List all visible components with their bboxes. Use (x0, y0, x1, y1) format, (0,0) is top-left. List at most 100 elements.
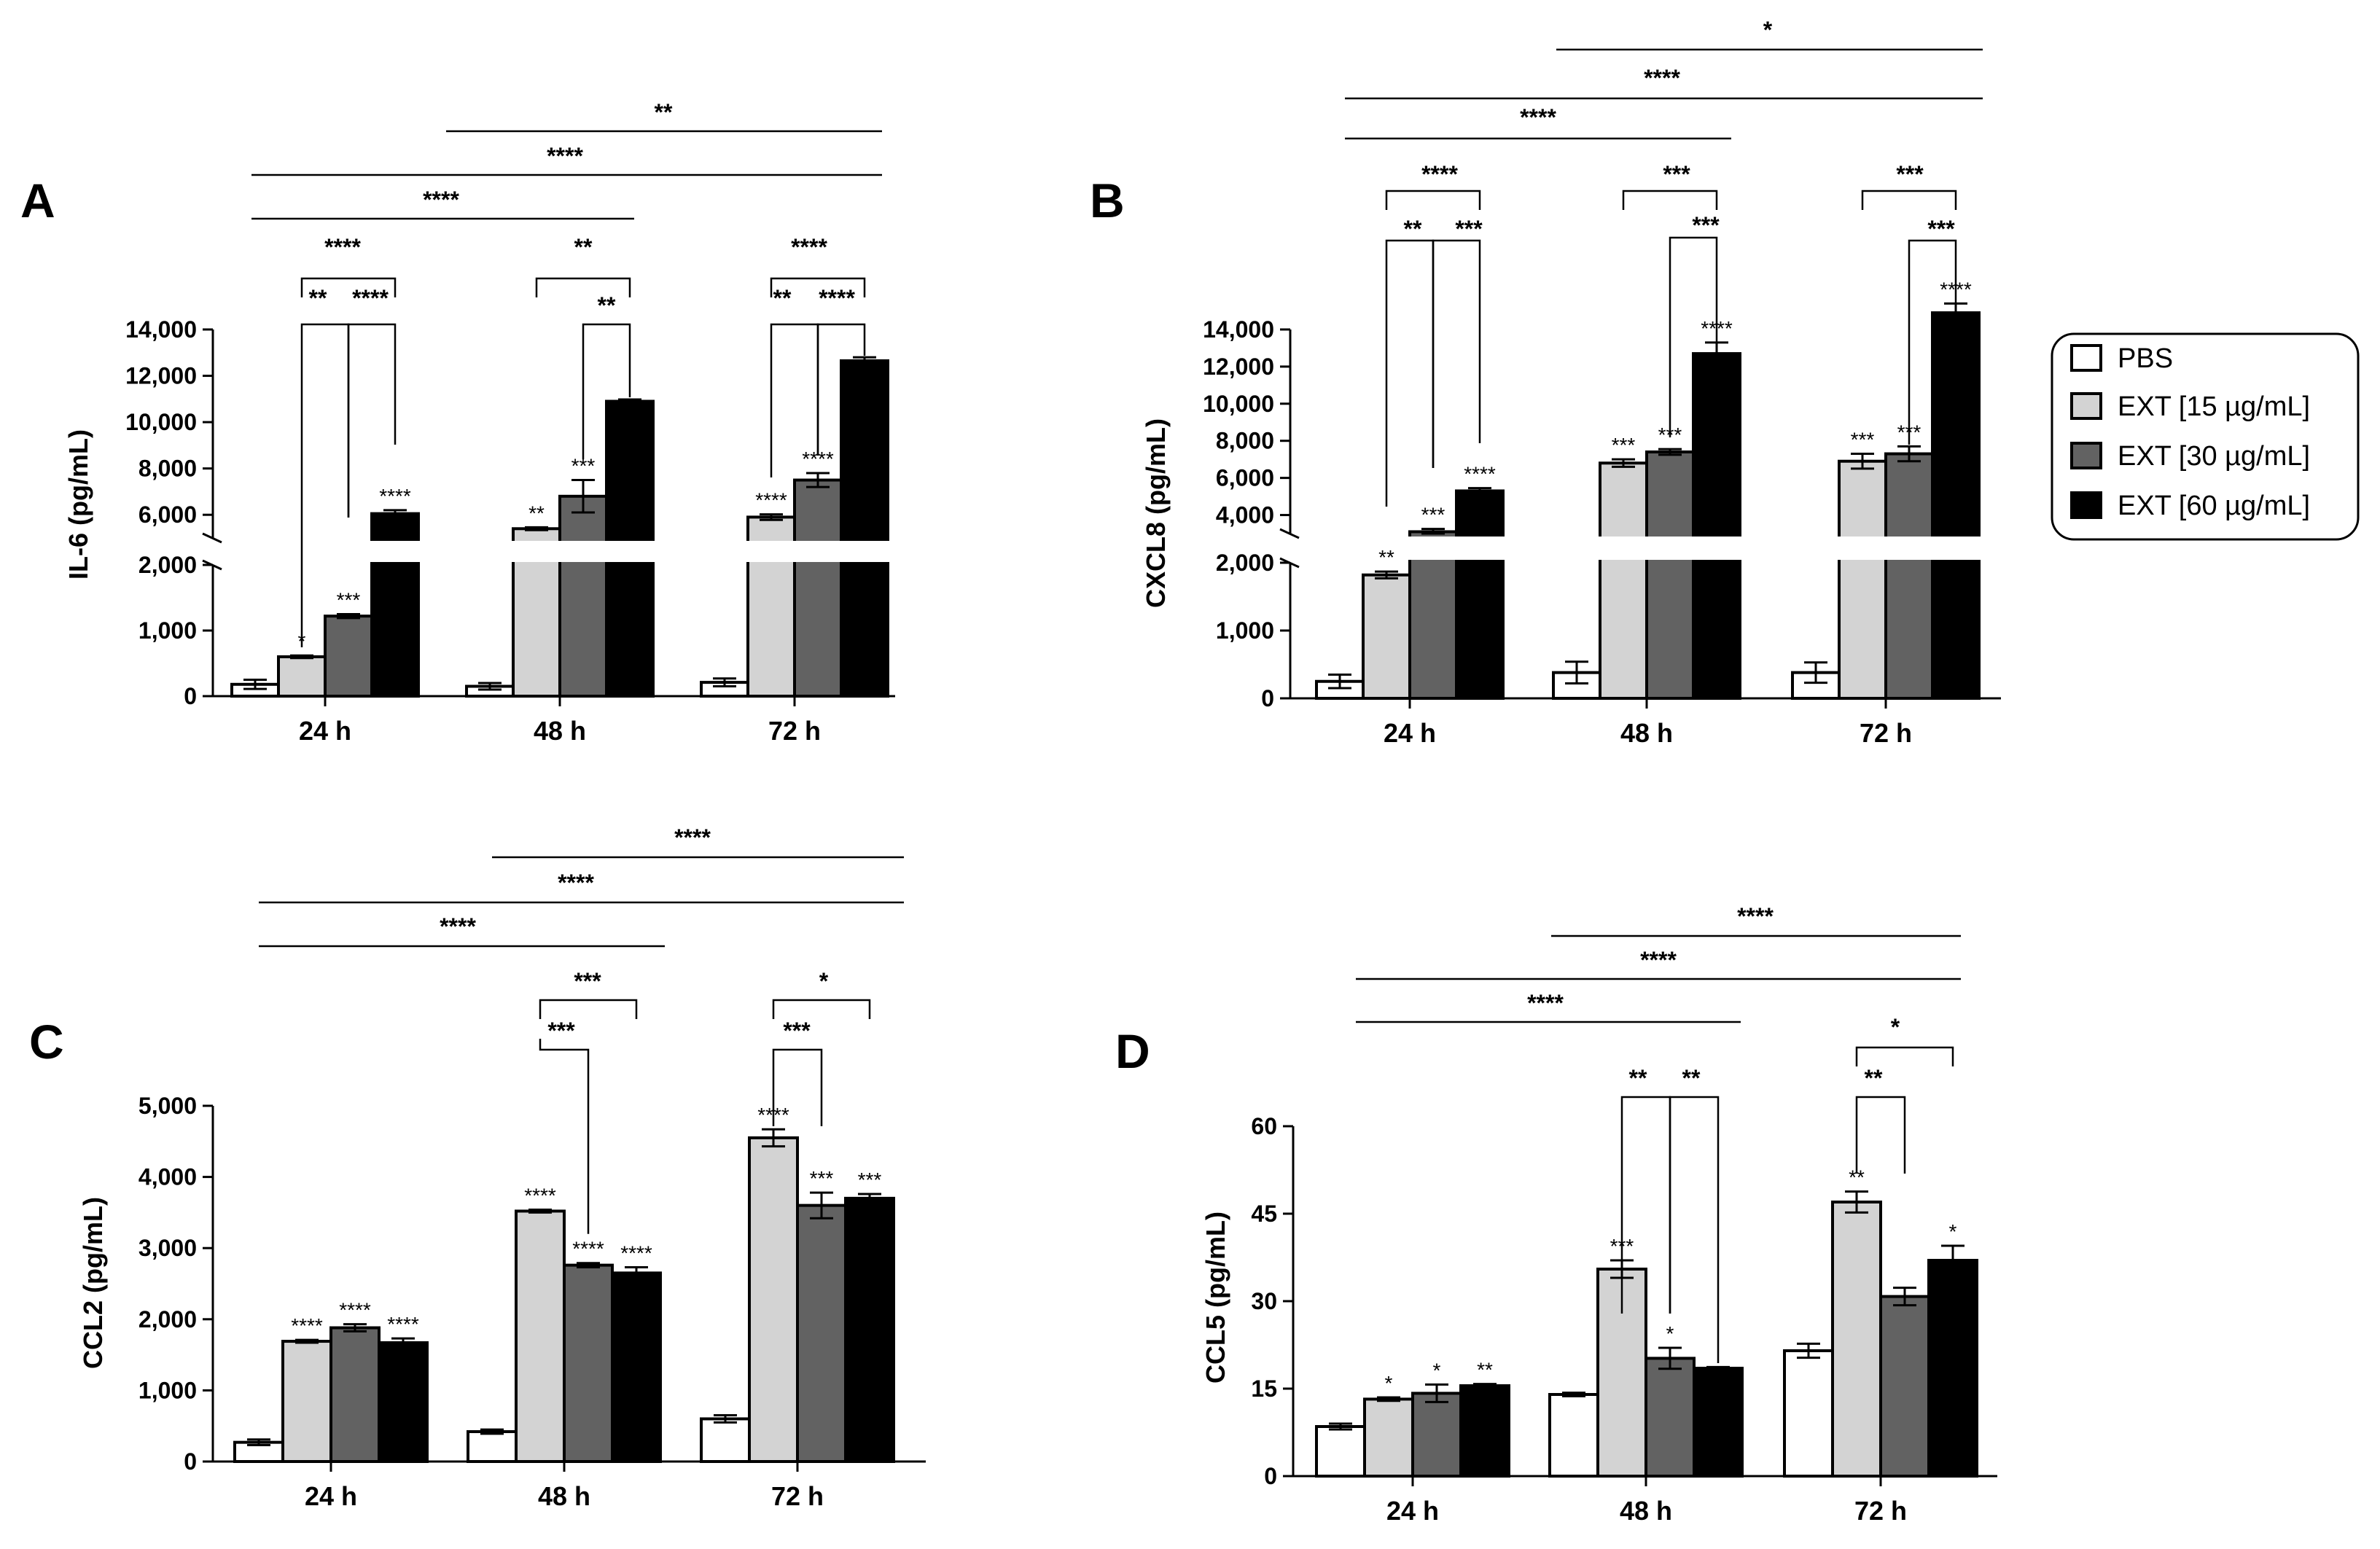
comparison-bracket (1669, 236, 1718, 437)
y-axis-label-b: CXCL8 (pg/mL) (1141, 418, 1171, 608)
legend-label-ext15: EXT [15 µg/mL] (2118, 391, 2310, 422)
comparison-label: ** (773, 285, 792, 311)
axis-break-gap (558, 541, 609, 562)
panel-letter-c: C (29, 1015, 64, 1069)
comparison-bracket (539, 999, 638, 1019)
panel-letter-d: D (1115, 1024, 1150, 1078)
y-tick-label: 4,000 (1216, 502, 1274, 528)
bar-ext-15-g-ml- (1838, 459, 1887, 701)
chart-a: 0 1,000 2,000 6,000 8,000 10,000 12,000 14,000 2… (125, 99, 895, 746)
comparison-label: **** (1644, 65, 1680, 91)
axis-break-gap (370, 541, 421, 562)
significance-star: ** (528, 502, 545, 524)
comparison-bracket (539, 1039, 590, 1234)
comparison-label: **** (324, 234, 361, 260)
bar-ext-60-g-ml- (378, 1341, 429, 1464)
legend: PBS EXT [15 µg/mL] EXT [30 µg/mL] EXT [6… (2051, 332, 2360, 541)
bar-ext-30-g-ml- (329, 1326, 381, 1463)
comparison-label: **** (352, 285, 389, 311)
y-tick-label: 14,000 (125, 316, 197, 343)
y-tick-label: 1,000 (138, 1377, 197, 1403)
axis-break-gap (604, 541, 655, 562)
comparison-label: * (1891, 1014, 1900, 1040)
comparison-bracket (1908, 239, 1957, 445)
chart-b: 0 1,000 2,000 4,000 6,000 8,000 10,000 12,000 14… (1203, 17, 2001, 748)
panel-d: D CCL5 (pg/mL) (1115, 1024, 1230, 1384)
bar-ext-60-g-ml- (840, 359, 889, 698)
comparison-label: **** (819, 285, 855, 311)
comparison-bracket (1432, 239, 1481, 468)
comparison-label: **** (1421, 161, 1458, 187)
comparison-label: **** (674, 824, 711, 851)
comparison-label: *** (1455, 216, 1483, 242)
significance-star: **** (379, 485, 411, 507)
significance-star: **** (387, 1313, 419, 1335)
comparison-bracket (347, 323, 397, 518)
legend-label-ext30: EXT [30 µg/mL] (2118, 441, 2310, 472)
comparison-label: *** (1896, 161, 1924, 187)
significance-star: * (1666, 1322, 1674, 1345)
bar-ext-30-g-ml- (563, 1263, 614, 1464)
x-tick-label: 24 h (1384, 718, 1436, 748)
x-tick-label: 72 h (1860, 718, 1912, 748)
panel-letter-a: A (20, 173, 55, 227)
significance-star: *** (1851, 429, 1875, 451)
comparison-label: ** (598, 292, 616, 319)
bar-ext-60-g-ml- (1459, 1384, 1510, 1478)
y-tick-label: 6,000 (1216, 465, 1274, 491)
bar-ext-15-g-ml- (515, 1209, 566, 1463)
comparison-bracket (1861, 190, 1957, 210)
significance-star: **** (572, 1238, 604, 1260)
axis-break-gap (839, 541, 890, 562)
y-tick-label: 15 (1251, 1376, 1277, 1402)
bar-ext-30-g-ml- (1879, 1295, 1930, 1478)
axis-break-mark (1279, 557, 1300, 569)
axis-break-gap (1454, 537, 1505, 560)
axis-break-mark (202, 559, 222, 571)
bar-ext-60-g-ml- (844, 1196, 895, 1463)
y-tick-label: 3,000 (138, 1235, 197, 1261)
y-tick-label: 14,000 (1203, 316, 1274, 343)
comparison-label: ** (1629, 1065, 1647, 1091)
y-tick-label: 4,000 (138, 1164, 197, 1190)
legend-swatch-ext15 (2070, 392, 2102, 420)
axis-break-mark (202, 532, 222, 544)
axis-break-gap (792, 541, 843, 562)
y-tick-label: 2,000 (1216, 550, 1274, 576)
significance-star: **** (620, 1242, 652, 1265)
significance-star: * (1949, 1220, 1957, 1243)
comparison-label: ** (309, 285, 327, 311)
bar-ext-30-g-ml- (793, 478, 843, 698)
y-tick-label: 12,000 (125, 363, 197, 389)
comparison-label: **** (1527, 990, 1564, 1016)
comparison-label: *** (1692, 212, 1720, 238)
significance-star: * (1433, 1359, 1441, 1381)
x-tick-label: 48 h (538, 1481, 590, 1511)
significance-star: **** (524, 1184, 556, 1206)
x-tick-label: 24 h (299, 716, 351, 746)
bar-ext-60-g-ml- (1927, 1259, 1978, 1478)
comparison-label: **** (1737, 903, 1774, 929)
comparison-label: ** (1404, 216, 1422, 242)
bar-pbs (1548, 1393, 1599, 1478)
y-tick-label: 8,000 (138, 456, 197, 482)
y-tick-label: 10,000 (125, 409, 197, 435)
axis-break-gap (1408, 537, 1459, 560)
comparison-label: * (1763, 17, 1773, 43)
comparison-label: ** (1865, 1065, 1883, 1091)
comparison-bracket (582, 323, 631, 459)
y-axis-label-a: IL-6 (pg/mL) (63, 429, 93, 580)
bar-ext-30-g-ml- (1884, 452, 1934, 701)
y-tick-label: 10,000 (1203, 391, 1274, 417)
y-tick-label: 1,000 (138, 617, 197, 644)
significance-star: **** (755, 489, 787, 512)
legend-swatch-ext30 (2070, 442, 2102, 469)
y-tick-label: 0 (184, 1448, 197, 1475)
y-tick-label: 0 (1264, 1463, 1277, 1489)
comparison-bracket (816, 323, 866, 456)
bar-ext-60-g-ml- (1931, 311, 1981, 701)
comparison-label: *** (547, 1018, 575, 1044)
significance-star: ** (1378, 546, 1394, 569)
comparison-label: * (819, 968, 829, 994)
